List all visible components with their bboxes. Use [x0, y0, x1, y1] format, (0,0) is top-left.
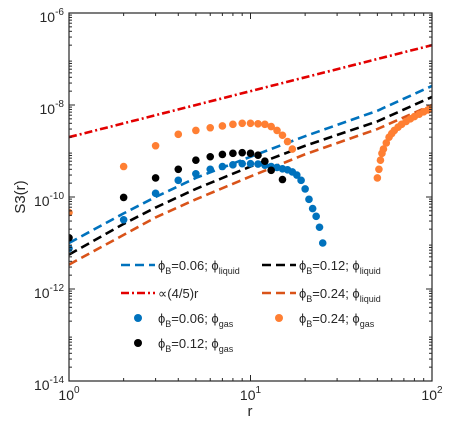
y-tick-label: 10-14: [34, 375, 64, 393]
legend: ϕB=0.06; ϕliquid ϕB=0.12; ϕliquid ∝(4/5)r ϕ…: [121, 258, 381, 354]
data-point-gas_012: [218, 150, 227, 159]
data-point-gas_006: [246, 159, 255, 168]
data-point-gas_024: [218, 122, 227, 130]
plot-background: [69, 13, 432, 381]
data-point-gas_012: [192, 156, 200, 165]
data-point-gas_006: [218, 162, 227, 171]
legend-label-reference: ∝(4/5)r: [158, 286, 199, 301]
data-point-gas_024: [151, 141, 160, 150]
legend-label-liquid_024: ϕB=0.24; ϕliquid: [299, 286, 381, 304]
series-layer: [69, 43, 432, 266]
data-point-gas_006: [254, 160, 262, 168]
legend-marker-gas_024: [275, 314, 283, 322]
data-point-gas_024: [379, 145, 388, 153]
data-point-gas_012: [206, 152, 215, 161]
data-point-gas_024: [376, 156, 385, 165]
series-group: [69, 43, 432, 266]
data-point-gas_006: [301, 185, 309, 193]
data-point-gas_006: [312, 212, 320, 221]
data-point-gas_024: [382, 139, 391, 147]
legend-label-gas_006: ϕB=0.06; ϕgas: [158, 311, 234, 329]
data-point-gas_006: [293, 171, 301, 179]
data-point-gas_006: [229, 161, 237, 169]
y-tick-label: 10-10: [34, 191, 64, 209]
data-point-gas_012: [261, 157, 269, 166]
data-point-gas_024: [283, 137, 292, 146]
y-axis-label: S3(r): [12, 180, 29, 213]
data-point-gas_024: [273, 126, 281, 135]
data-point-gas_006: [297, 176, 305, 185]
data-point-gas_006: [119, 215, 128, 224]
data-point-gas_024: [375, 165, 383, 174]
x-tick-label: 100: [58, 385, 80, 403]
legend-marker-gas_006: [134, 314, 142, 322]
data-point-gas_024: [238, 119, 246, 128]
legend-label-liquid_012: ϕB=0.12; ϕliquid: [299, 258, 381, 276]
x-tick-label: 102: [421, 385, 443, 403]
legend-marker-gas_012: [134, 339, 142, 347]
legend-label-liquid_006: ϕB=0.06; ϕliquid: [158, 258, 240, 276]
data-point-gas_024: [206, 123, 215, 132]
data-point-gas_012: [119, 193, 128, 202]
data-point-gas_012: [229, 149, 237, 158]
data-point-gas_024: [192, 126, 200, 135]
x-tick-label: 101: [240, 385, 262, 403]
data-point-gas_024: [229, 120, 237, 129]
y-tick-label: 10-8: [40, 99, 65, 117]
data-point-gas_012: [278, 175, 287, 184]
data-point-gas_006: [238, 159, 246, 168]
data-point-gas_006: [305, 195, 313, 204]
data-point-gas_024: [246, 119, 255, 128]
y-tick-label: 10-12: [34, 283, 64, 301]
data-point-gas_024: [373, 174, 382, 182]
data-point-gas_012: [246, 149, 255, 158]
data-point-gas_012: [267, 166, 275, 175]
series-line-liquid_024: [69, 103, 432, 266]
series-line-liquid_012: [69, 95, 432, 256]
data-point-gas_012: [238, 148, 246, 157]
data-point-gas_006: [192, 169, 200, 178]
axis-layer: 100 101 102 10-14 10-12 10-10 10-8 10-6: [34, 7, 443, 403]
data-point-gas_012: [254, 151, 262, 160]
x-axis-label: r: [248, 403, 253, 420]
data-point-gas_006: [206, 165, 215, 174]
legend-label-gas_024: ϕB=0.24; ϕgas: [299, 311, 375, 329]
data-point-gas_024: [278, 131, 287, 140]
data-point-gas_024: [267, 122, 275, 131]
data-point-gas_006: [151, 189, 160, 198]
data-point-gas_006: [318, 239, 327, 247]
data-point-gas_012: [174, 165, 183, 174]
data-point-gas_024: [261, 120, 269, 129]
data-point-gas_006: [315, 223, 324, 232]
data-point-gas_012: [151, 174, 160, 182]
data-point-gas_012: [69, 233, 73, 242]
data-point-gas_024: [119, 162, 128, 171]
data-point-gas_024: [288, 145, 297, 153]
data-point-gas_006: [174, 176, 183, 185]
data-point-gas_024: [174, 130, 183, 139]
y-tick-label: 10-6: [40, 7, 65, 25]
data-point-gas_024: [428, 104, 432, 113]
data-point-gas_024: [254, 120, 262, 128]
legend-label-gas_012: ϕB=0.12; ϕgas: [158, 336, 234, 354]
series-line-reference: [69, 43, 432, 139]
data-point-gas_006: [308, 204, 317, 213]
